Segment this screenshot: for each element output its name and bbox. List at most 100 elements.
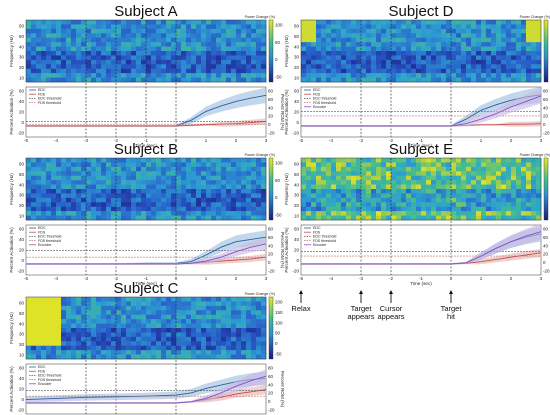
spectrogram-cell [451, 166, 457, 172]
spectrogram-cell [491, 202, 497, 208]
spectrogram-cell [391, 166, 397, 172]
spectrogram-cell [481, 166, 487, 172]
spectrogram-cell [506, 77, 512, 83]
spectrogram-cell [231, 33, 237, 39]
spectrogram-cell [401, 211, 407, 216]
spectrogram-cell [36, 345, 42, 351]
spectrogram-cell [481, 162, 487, 168]
spectrogram-cell [421, 24, 427, 30]
spectrogram-cell [486, 215, 492, 221]
spectrogram-cell [241, 28, 247, 34]
spectrogram-cell [41, 354, 47, 360]
spectrogram-cell [516, 202, 522, 208]
spectrogram-cell [311, 197, 317, 203]
spectrogram-cell [81, 301, 87, 307]
spectrogram-cell [236, 162, 242, 168]
spectrogram-cell [366, 46, 372, 52]
spectrogram-cell [151, 158, 157, 163]
spectrogram-cell [201, 202, 207, 208]
spectrogram-cell [461, 184, 467, 190]
spectrogram-cell [76, 51, 82, 56]
spectrogram-cell [261, 345, 267, 351]
time-tick-label: -3 [84, 138, 88, 143]
spectrogram-cell [86, 184, 92, 190]
spectrogram-cell [126, 33, 132, 39]
colorbar-tick-label: 50 [275, 331, 281, 336]
spectrogram-cell [101, 51, 107, 56]
spectrogram-cell [396, 180, 402, 185]
spectrogram-cell [196, 184, 202, 190]
spectrogram-cell [136, 46, 142, 52]
spectrogram-cell [306, 59, 312, 65]
spectrogram-cell [121, 336, 127, 342]
spectrogram-cell [451, 24, 457, 30]
activation-tick-label: 60 [19, 366, 25, 371]
spectrogram-cell [316, 162, 322, 168]
spectrogram-cell [246, 20, 252, 25]
spectrogram-cell [486, 180, 492, 185]
spectrogram-cell [156, 202, 162, 208]
spectrogram-cell [316, 215, 322, 221]
spectrogram-cell [246, 166, 252, 172]
spectrogram-cell [306, 197, 312, 203]
spectrogram-cell [76, 158, 82, 163]
spectrogram-cell [66, 166, 72, 172]
spectrogram-cell [516, 162, 522, 168]
freq-tick-label: 40 [19, 182, 25, 187]
spectrogram-cell [261, 336, 267, 342]
spectrogram-cell [191, 206, 197, 212]
rom-axis-label: Percent ROM (%) [280, 94, 285, 131]
spectrogram-cell [351, 51, 357, 56]
spectrogram-cell [456, 77, 462, 83]
spectrogram-cell [491, 51, 497, 56]
spectrogram-cell [121, 59, 127, 65]
spectrogram-cell [151, 297, 157, 302]
spectrogram-cell [241, 180, 247, 185]
spectrogram-cell [61, 189, 67, 194]
spectrogram-cell [101, 28, 107, 34]
spectrogram-cell [416, 68, 422, 74]
spectrogram-cell [71, 162, 77, 168]
spectrogram-cell [51, 73, 57, 78]
spectrogram-cell [206, 341, 212, 347]
activation-tick-label: -20 [292, 131, 299, 136]
rom-tick-label: 60 [543, 235, 549, 240]
spectrogram-cell [406, 180, 412, 185]
spectrogram-cell [196, 46, 202, 52]
spectrogram-cell [236, 328, 242, 333]
spectrogram-cell [176, 64, 182, 70]
spectrogram-cell [331, 20, 337, 25]
panel-title: Subject C [113, 280, 178, 297]
spectrogram-cell [61, 305, 67, 311]
spectrogram-cell [396, 59, 402, 65]
rom-tick-label: 0 [543, 260, 546, 265]
spectrogram-cell [46, 341, 52, 347]
spectrogram-cell [521, 59, 527, 65]
spectrogram-cell [521, 189, 527, 194]
spectrogram-cell [121, 297, 127, 302]
spectrogram-cell [206, 20, 212, 25]
spectrogram-cell [306, 189, 312, 194]
spectrogram-cell [386, 158, 392, 163]
spectrogram-cell [211, 162, 217, 168]
spectrogram-cell [51, 180, 57, 185]
spectrogram-cell [166, 73, 172, 78]
spectrogram-cell [211, 55, 217, 61]
spectrogram-cell [361, 46, 367, 52]
spectrogram-cell [171, 323, 177, 329]
spectrogram-cell [351, 59, 357, 65]
spectrogram-cell [156, 297, 162, 302]
spectrogram-cell [181, 73, 187, 78]
spectrogram-cell [416, 158, 422, 163]
spectrogram-cell [161, 20, 167, 25]
spectrogram-cell [81, 77, 87, 83]
spectrogram-cell [76, 328, 82, 333]
spectrogram-cell [201, 301, 207, 307]
spectrogram-cell [111, 314, 117, 320]
spectrogram-cell [186, 77, 192, 83]
spectrogram-cell [391, 55, 397, 61]
spectrogram-cell [136, 301, 142, 307]
spectrogram-cell [406, 184, 412, 190]
spectrogram-cell [211, 20, 217, 25]
